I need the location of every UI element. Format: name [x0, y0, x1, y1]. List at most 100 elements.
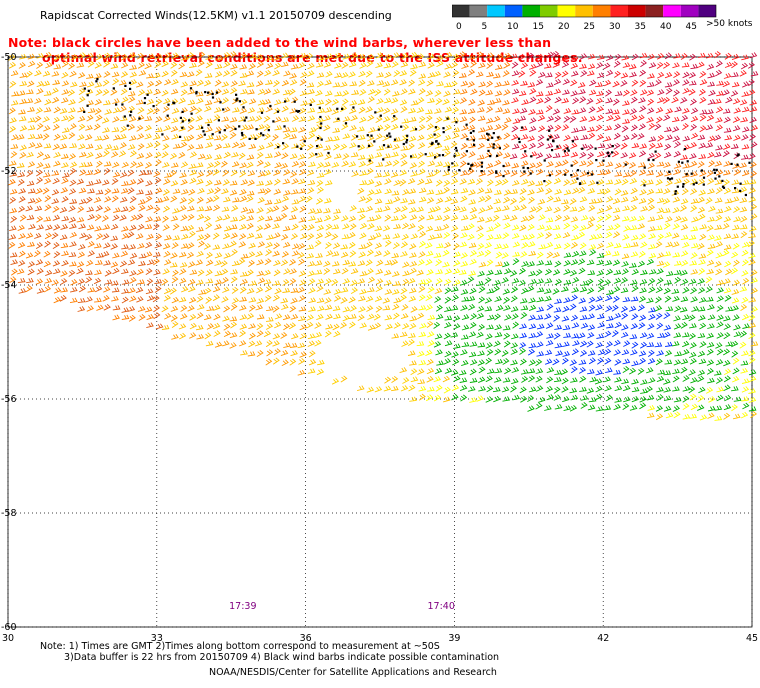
- wind-barb: [680, 53, 688, 60]
- wind-barb: [722, 249, 730, 257]
- wind-barb: [34, 232, 42, 239]
- wind-barb: [9, 80, 17, 88]
- wind-barb: [212, 204, 221, 212]
- wind-barb: [93, 123, 101, 131]
- wind-barb: [239, 296, 247, 302]
- wind-barb: [121, 307, 130, 313]
- wind-barb: [631, 396, 640, 403]
- wind-barb: [146, 278, 154, 286]
- wind-barb: [589, 249, 597, 256]
- wind-barb: [596, 114, 604, 122]
- wind-barb: [578, 366, 587, 374]
- wind-barb: [213, 106, 222, 113]
- wind-barb: [307, 340, 316, 347]
- wind-barb: [452, 99, 460, 106]
- quality-flag-dot: [530, 155, 533, 158]
- wind-barb: [460, 232, 468, 239]
- wind-barb: [9, 117, 17, 124]
- wind-barb: [289, 72, 297, 79]
- wind-barb: [27, 124, 36, 131]
- wind-barb: [308, 350, 316, 358]
- wind-barb: [189, 313, 197, 321]
- quality-flag-dot: [590, 173, 594, 176]
- wind-barb: [44, 177, 52, 185]
- wind-barb: [596, 161, 605, 168]
- wind-barb: [723, 359, 731, 367]
- wind-barb: [77, 106, 86, 113]
- wind-barb: [621, 260, 629, 267]
- wind-barb: [129, 295, 137, 302]
- wind-barb: [95, 114, 103, 122]
- wind-barb: [577, 332, 586, 339]
- wind-barb: [135, 286, 144, 294]
- wind-barb: [444, 306, 452, 313]
- wind-barb: [409, 315, 418, 322]
- wind-barb: [425, 90, 434, 97]
- wind-barb: [68, 269, 76, 277]
- wind-barb: [324, 330, 332, 338]
- wind-barb: [502, 325, 511, 331]
- wind-barb: [546, 333, 554, 339]
- wind-barb: [205, 340, 214, 347]
- wind-barb: [443, 179, 451, 187]
- wind-barb: [144, 124, 152, 132]
- wind-barb: [186, 224, 195, 232]
- wind-barb: [605, 394, 613, 402]
- wind-barb: [655, 179, 663, 186]
- wind-barb: [272, 294, 280, 302]
- wind-barb: [688, 351, 697, 358]
- wind-barb: [44, 240, 51, 248]
- wind-barb: [656, 375, 665, 383]
- wind-barb: [215, 71, 223, 78]
- wind-barb: [578, 186, 586, 194]
- wind-barb: [85, 124, 93, 131]
- wind-barb: [68, 205, 76, 212]
- wind-barb: [724, 52, 732, 60]
- wind-barb: [699, 114, 707, 122]
- wind-barb: [495, 53, 504, 60]
- wind-barb: [359, 62, 367, 69]
- wind-barb: [640, 205, 649, 212]
- wind-barb: [138, 170, 147, 177]
- quality-flag-dot: [471, 163, 474, 166]
- wind-barb: [164, 234, 172, 241]
- wind-barb: [494, 269, 503, 276]
- wind-barb: [562, 214, 571, 222]
- wind-barb: [680, 234, 689, 241]
- wind-barb: [298, 168, 307, 176]
- wind-barb: [578, 297, 587, 304]
- wind-barb: [254, 340, 263, 347]
- wind-barb: [750, 306, 758, 313]
- wind-barb: [43, 90, 52, 96]
- quality-flag-dot: [543, 159, 546, 162]
- wind-barb: [450, 198, 459, 205]
- wind-barb: [723, 404, 732, 411]
- wind-barb: [204, 105, 212, 112]
- wind-barb: [690, 205, 698, 213]
- wind-barb: [655, 171, 664, 178]
- wind-barb: [442, 261, 450, 268]
- wind-barb: [486, 71, 494, 78]
- wind-barb: [603, 405, 612, 411]
- wind-barb: [358, 106, 366, 114]
- wind-barb: [529, 63, 537, 70]
- wind-barb: [68, 99, 76, 106]
- wind-barb: [552, 61, 560, 68]
- wind-barb: [349, 100, 358, 106]
- wind-barb: [647, 349, 655, 357]
- wind-barb: [86, 52, 94, 59]
- quality-flag-dot: [181, 126, 184, 129]
- wind-barb: [240, 124, 249, 131]
- wind-barb: [622, 134, 630, 142]
- wind-barb: [442, 145, 450, 151]
- wind-barb: [640, 269, 648, 276]
- wind-barb: [631, 360, 639, 367]
- wind-barb: [59, 234, 68, 241]
- wind-barb: [418, 305, 427, 311]
- wind-barb: [493, 222, 501, 230]
- wind-barb: [306, 321, 314, 329]
- quality-flag-dot: [739, 182, 742, 185]
- wind-barb: [212, 232, 220, 240]
- wind-barb: [400, 145, 409, 151]
- wind-barb: [646, 170, 654, 176]
